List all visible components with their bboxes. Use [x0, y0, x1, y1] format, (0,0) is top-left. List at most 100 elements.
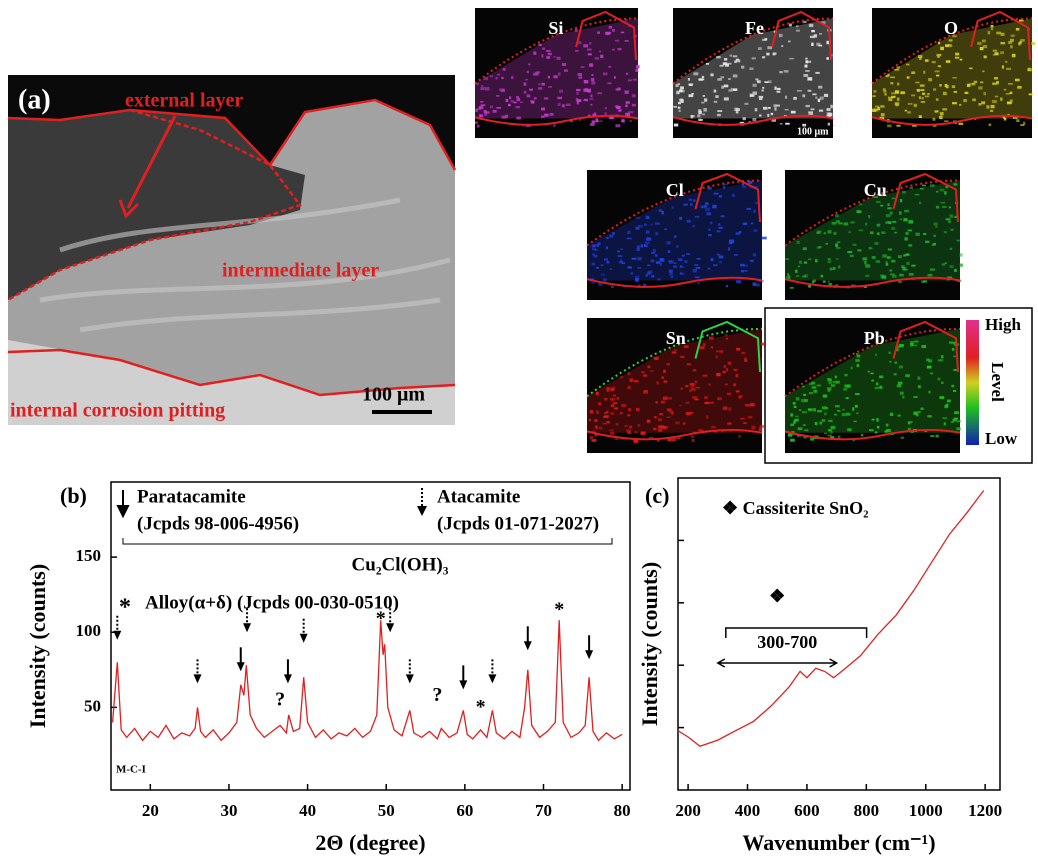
map-speckle: [717, 113, 721, 117]
map-speckle: [730, 87, 733, 91]
map-speckle: [741, 65, 745, 69]
map-speckle: [897, 82, 900, 86]
map-speckle: [1031, 42, 1036, 45]
map-speckle: [625, 104, 628, 108]
map-speckle: [816, 231, 821, 234]
map-speckle: [785, 122, 790, 125]
peak-symbol: *: [476, 696, 486, 718]
band-label: 300-700: [757, 632, 817, 652]
map-speckle: [694, 264, 699, 266]
map-speckle: [896, 124, 901, 127]
map-speckle: [719, 64, 724, 67]
map-speckle: [889, 269, 893, 272]
x-tick-label: 50: [378, 801, 395, 820]
map-speckle: [969, 67, 973, 70]
map-speckle: [666, 416, 671, 419]
map-speckle: [798, 409, 802, 411]
map-speckle: [595, 118, 599, 122]
map-speckle: [753, 209, 756, 213]
map-speckle: [722, 406, 728, 410]
map-speckle: [475, 108, 478, 112]
map-speckle: [679, 266, 685, 268]
map-speckle: [651, 275, 655, 278]
map-speckle: [743, 264, 748, 267]
peak-marker: [243, 608, 252, 633]
map-speckle: [915, 232, 920, 236]
map-speckle: [808, 258, 811, 261]
map-speckle: [679, 216, 683, 220]
map-speckle: [728, 407, 732, 411]
map-speckle: [712, 264, 718, 267]
map-speckle: [670, 276, 674, 278]
map-speckle: [621, 262, 626, 265]
map-speckle: [790, 110, 796, 114]
map-speckle: [590, 123, 595, 126]
map-speckle: [662, 425, 667, 430]
map-speckle: [635, 217, 641, 219]
map-speckle: [831, 221, 837, 225]
map-speckle: [688, 198, 692, 201]
map-outline: [672, 114, 834, 126]
map-speckle: [810, 108, 815, 111]
map-speckle: [627, 230, 631, 234]
map-speckle: [591, 244, 596, 248]
map-speckle: [918, 115, 922, 118]
map-speckle: [991, 99, 997, 104]
map-speckle: [618, 109, 622, 112]
map-speckle: [896, 66, 901, 69]
map-speckle: [797, 427, 803, 431]
map-speckle: [606, 389, 609, 392]
map-speckle: [826, 112, 832, 116]
map-speckle: [716, 230, 721, 233]
map-speckle: [896, 97, 900, 101]
map-speckle: [932, 242, 936, 245]
map-speckle: [505, 114, 509, 119]
map-speckle: [499, 88, 503, 91]
map-speckle: [641, 371, 645, 373]
map-speckle: [711, 426, 716, 429]
map-speckle: [673, 265, 678, 268]
map-speckle: [495, 95, 500, 97]
map-speckle: [643, 223, 647, 226]
map-speckle: [827, 122, 831, 126]
map-speckle: [888, 99, 893, 101]
map-speckle: [612, 394, 616, 397]
map-speckle: [627, 414, 631, 417]
map-speckle: [1000, 97, 1003, 101]
map-speckle: [698, 109, 702, 112]
map-region: [872, 18, 1032, 119]
resin: [8, 75, 455, 170]
map-speckle: [722, 62, 728, 66]
map-speckle: [827, 378, 831, 380]
map-speckle: [942, 108, 947, 111]
map-speckle: [802, 123, 807, 127]
map-speckle: [596, 266, 599, 269]
map-speckle: [668, 260, 674, 264]
map-speckle: [907, 102, 913, 105]
map-speckle: [899, 391, 904, 395]
map-speckle: [733, 383, 737, 387]
legend-text: Paratacamite: [137, 486, 246, 507]
map-speckle: [868, 429, 874, 432]
map-speckle: [695, 276, 700, 279]
map-speckle: [673, 123, 679, 127]
map-speckle: [788, 23, 792, 27]
map-speckle: [729, 240, 735, 244]
map-speckle: [604, 411, 608, 414]
map-speckle: [590, 94, 593, 98]
map-speckle: [661, 210, 664, 215]
map-speckle: [589, 41, 592, 45]
map-speckle: [940, 201, 946, 204]
map-speckle: [809, 383, 812, 386]
map-speckle: [513, 101, 517, 104]
map-speckle: [933, 88, 937, 91]
data-line: [111, 620, 623, 742]
map-speckle: [489, 105, 494, 109]
map-speckle: [650, 259, 655, 263]
map-speckle: [735, 59, 741, 63]
map-speckle: [775, 104, 780, 107]
map-speckle: [876, 382, 879, 386]
peak-arrowhead: [283, 674, 292, 684]
map-speckle: [1007, 82, 1013, 85]
outline-top: [7, 98, 457, 171]
